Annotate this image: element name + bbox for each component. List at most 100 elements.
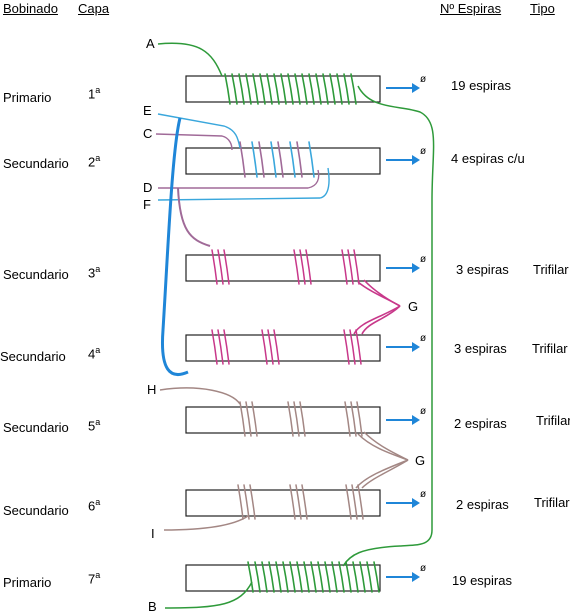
row-3-turn (211, 249, 218, 285)
primary-1-turn (224, 73, 231, 105)
diameter-symbol-3: ø (420, 254, 426, 265)
row-3-turn (223, 249, 230, 285)
wire-g-to-row-6 (361, 459, 409, 489)
primary-7-turn (268, 561, 275, 593)
primary-7-turn (303, 561, 310, 593)
header-tipo: Tipo (530, 1, 555, 16)
row-6-capa: 6a (88, 497, 101, 514)
row-6-turn (295, 484, 302, 520)
row-4-espiras: 3 espiras (454, 341, 507, 356)
row-2-blue-turn (270, 141, 277, 178)
row-5-turn (356, 401, 363, 437)
arrow-head-7 (412, 572, 420, 582)
arrow-head-1 (412, 83, 420, 93)
row-6-turn (289, 484, 296, 520)
header-espiras: Nº Espiras (440, 1, 502, 16)
wire-layer (155, 42, 435, 609)
terminal-g-upper: G (408, 299, 419, 314)
row-4-turn (349, 329, 356, 365)
row-5-turn (245, 401, 252, 437)
primary-1-turn (336, 73, 343, 105)
row-6-espiras: 2 espiras (456, 497, 509, 512)
wire-g-to-row-4 (361, 305, 401, 335)
row-3-turn (293, 249, 300, 285)
row-6-turn (301, 484, 308, 520)
diameter-symbol-4: ø (420, 333, 426, 344)
row-6-turn (357, 484, 364, 520)
primary-7-turn (345, 561, 352, 593)
row-1-espiras: 19 espiras (451, 78, 511, 93)
header-bobinado: Bobinado (3, 1, 58, 16)
row-4-turn (355, 329, 362, 365)
row-2-mauve-turn (258, 141, 265, 178)
wire-row-5-to-g (363, 431, 409, 461)
primary-1-turn (252, 73, 259, 105)
row-4-turn (267, 329, 274, 365)
row-6-turn (351, 484, 358, 520)
core-6 (185, 489, 381, 517)
row-3-bobinado: Secundario (3, 267, 69, 282)
primary-7-turn (296, 561, 303, 593)
row-3-turn (305, 249, 312, 285)
terminal-i: I (151, 526, 155, 541)
row-5-turn (287, 401, 294, 437)
row-1-bobinado: Primario (3, 90, 52, 105)
primary-1-turn (322, 73, 329, 105)
row-4-turn (261, 329, 268, 365)
row-3-espiras: 3 espiras (456, 262, 509, 277)
diameter-symbol-7: ø (420, 563, 426, 574)
primary-7-turn (317, 561, 324, 593)
primary-7-turn (282, 561, 289, 593)
wire-g-to-row-4 (353, 305, 401, 335)
row-4-turn (273, 329, 280, 365)
core-5 (185, 406, 381, 434)
wire-row-3-to-g (363, 279, 401, 307)
row-6-turn (249, 484, 256, 520)
row-1-capa: 1a (88, 85, 101, 102)
row-6-turn (243, 484, 250, 520)
wire-d (158, 169, 320, 189)
primary-7-turn (289, 561, 296, 593)
row-4-turn (343, 329, 350, 365)
primary-1-turn (308, 73, 315, 105)
primary-7-turn (373, 561, 380, 593)
primary-7-turn (261, 561, 268, 593)
diameter-symbol-1: ø (420, 74, 426, 85)
arrow-layer: ø ø ø ø ø ø ø (386, 74, 426, 582)
arrow-head-3 (412, 263, 420, 273)
row-2-blue-turn (251, 141, 258, 178)
primary-1-turn (273, 73, 280, 105)
primary-7-turn (366, 561, 373, 593)
primary-1-turn (280, 73, 287, 105)
core-4 (185, 334, 381, 362)
row-3-capa: 3a (88, 264, 101, 281)
row-2-mauve-turn (296, 141, 303, 178)
wire-row-3-in (177, 187, 211, 247)
row-5-turn (350, 401, 357, 437)
row-6-turn (345, 484, 352, 520)
row-5-turn (293, 401, 300, 437)
row-2-mauve-turn (239, 141, 246, 178)
terminal-f: F (143, 197, 151, 212)
row-2-blue-turn (289, 141, 296, 178)
row-7-espiras: 19 espiras (452, 573, 512, 588)
core-1 (185, 75, 381, 103)
row-5-turn (239, 401, 246, 437)
primary-1-turn (343, 73, 350, 105)
row-3-turn (299, 249, 306, 285)
terminal-b: B (148, 599, 157, 614)
terminal-h: H (147, 382, 157, 397)
row-7-bobinado: Primario (3, 575, 52, 590)
wire-b (164, 581, 253, 609)
row-4-capa: 4a (88, 345, 101, 362)
arrow-head-5 (412, 415, 420, 425)
arrow-head-4 (412, 342, 420, 352)
terminal-e: E (143, 103, 152, 118)
primary-1-turn (245, 73, 252, 105)
primary-7-turn (247, 561, 254, 593)
row-4-tipo: Trifilar (532, 341, 568, 356)
row-2-mauve-turn (277, 141, 284, 178)
wire-a (157, 42, 223, 77)
arrow-head-6 (412, 498, 420, 508)
